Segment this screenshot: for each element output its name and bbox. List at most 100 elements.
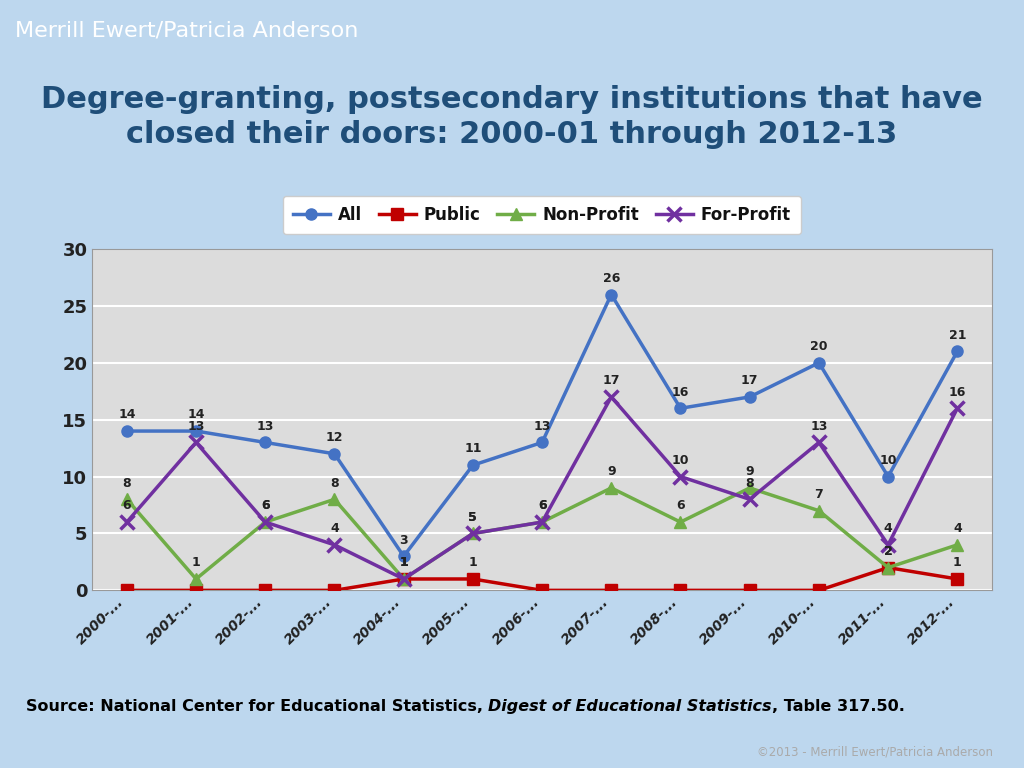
Text: 12: 12 [326, 431, 343, 444]
Public [813, 586, 825, 595]
Public [121, 586, 133, 595]
Text: 17: 17 [741, 374, 759, 387]
Text: 7: 7 [814, 488, 823, 501]
Text: 1: 1 [399, 556, 408, 569]
Text: 2: 2 [884, 545, 893, 558]
Text: 9: 9 [607, 465, 615, 478]
Text: 13: 13 [534, 419, 551, 432]
Text: 9: 9 [745, 465, 754, 478]
Text: 6: 6 [538, 499, 547, 512]
Line: Public: Public [121, 562, 963, 596]
Text: 5: 5 [469, 511, 477, 524]
For-Profit [467, 529, 479, 538]
For-Profit [259, 518, 271, 527]
For-Profit [743, 495, 756, 504]
For-Profit [189, 438, 202, 447]
Public [951, 574, 964, 584]
All [605, 290, 617, 299]
Non-Profit [259, 518, 271, 527]
Public [675, 586, 687, 595]
Text: 8: 8 [745, 477, 754, 490]
Text: 2: 2 [884, 545, 893, 558]
For-Profit [675, 472, 687, 482]
All [259, 438, 271, 447]
Text: Digest of Educational Statistics: Digest of Educational Statistics [488, 700, 772, 714]
Text: 1: 1 [953, 556, 962, 569]
For-Profit [951, 404, 964, 413]
Text: 1: 1 [191, 556, 201, 569]
Text: 1: 1 [469, 556, 477, 569]
Text: 6: 6 [261, 499, 269, 512]
Text: 20: 20 [810, 340, 827, 353]
Text: 8: 8 [123, 477, 131, 490]
Non-Profit [467, 529, 479, 538]
All [329, 449, 341, 458]
Text: 17: 17 [602, 374, 621, 387]
Public [536, 586, 548, 595]
Text: 6: 6 [261, 499, 269, 512]
Non-Profit [675, 518, 687, 527]
All [536, 438, 548, 447]
Public [467, 574, 479, 584]
Non-Profit [536, 518, 548, 527]
Legend: All, Public, Non-Profit, For-Profit: All, Public, Non-Profit, For-Profit [284, 196, 801, 234]
Line: For-Profit: For-Profit [120, 390, 965, 586]
Non-Profit [189, 574, 202, 584]
Non-Profit [121, 495, 133, 504]
Text: 6: 6 [676, 499, 685, 512]
All [813, 358, 825, 367]
For-Profit [882, 540, 894, 549]
Text: 16: 16 [948, 386, 966, 399]
Text: 4: 4 [884, 522, 893, 535]
Public [259, 586, 271, 595]
For-Profit [121, 518, 133, 527]
All [675, 404, 687, 413]
Public [605, 586, 617, 595]
Text: 10: 10 [880, 454, 897, 467]
All [189, 426, 202, 435]
Public [743, 586, 756, 595]
Non-Profit [743, 483, 756, 492]
For-Profit [536, 518, 548, 527]
For-Profit [329, 540, 341, 549]
Text: 4: 4 [953, 522, 962, 535]
Text: 14: 14 [118, 409, 135, 422]
All [397, 551, 410, 561]
All [467, 461, 479, 470]
Non-Profit [329, 495, 341, 504]
Text: 14: 14 [187, 409, 205, 422]
Text: 4: 4 [330, 522, 339, 535]
Text: 13: 13 [187, 419, 205, 432]
Text: Degree-granting, postsecondary institutions that have
closed their doors: 2000-0: Degree-granting, postsecondary instituti… [41, 85, 983, 149]
Text: ©2013 - Merrill Ewert/Patricia Anderson: ©2013 - Merrill Ewert/Patricia Anderson [758, 745, 993, 758]
Public [329, 586, 341, 595]
For-Profit [397, 574, 410, 584]
Line: Non-Profit: Non-Profit [121, 482, 964, 585]
Text: 1: 1 [399, 556, 408, 569]
Text: 3: 3 [399, 534, 408, 547]
Text: 26: 26 [602, 272, 620, 285]
Text: Source: National Center for Educational Statistics,: Source: National Center for Educational … [26, 700, 488, 714]
Non-Profit [882, 563, 894, 572]
All [121, 426, 133, 435]
Text: 6: 6 [538, 499, 547, 512]
All [951, 347, 964, 356]
Text: 8: 8 [330, 477, 339, 490]
Text: Merrill Ewert/Patricia Anderson: Merrill Ewert/Patricia Anderson [15, 21, 358, 41]
Non-Profit [605, 483, 617, 492]
Non-Profit [951, 540, 964, 549]
All [743, 392, 756, 402]
Text: 13: 13 [257, 419, 274, 432]
Text: 6: 6 [123, 499, 131, 512]
Text: 21: 21 [948, 329, 966, 342]
Text: 11: 11 [464, 442, 481, 455]
Public [882, 563, 894, 572]
Text: 13: 13 [810, 419, 827, 432]
Text: , Table 317.50.: , Table 317.50. [772, 700, 904, 714]
Text: 10: 10 [672, 454, 689, 467]
Text: 1: 1 [399, 556, 408, 569]
Text: 5: 5 [469, 511, 477, 524]
Non-Profit [813, 506, 825, 515]
Non-Profit [397, 574, 410, 584]
Text: 16: 16 [672, 386, 689, 399]
